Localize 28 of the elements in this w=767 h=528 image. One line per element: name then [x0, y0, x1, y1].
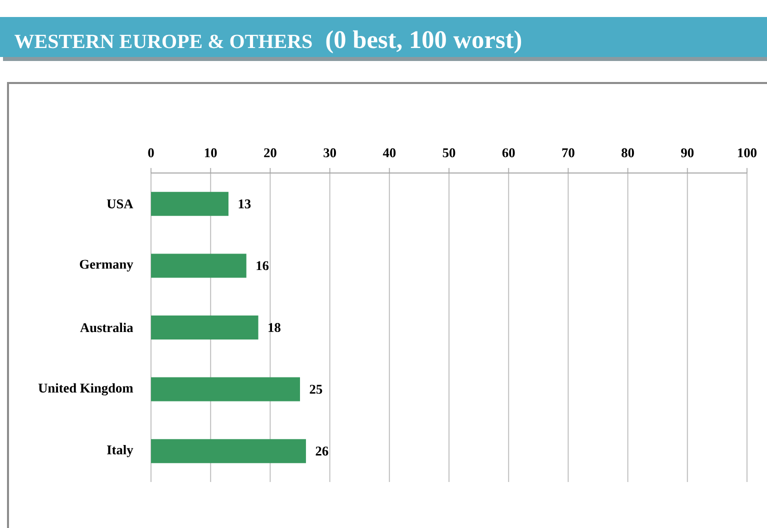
data-label: 18 — [268, 323, 280, 332]
x-tick-label: 10 — [205, 148, 217, 158]
y-tick-label: USA — [106, 199, 134, 208]
x-tick-label: 20 — [264, 148, 276, 158]
x-tick-label: 0 — [148, 148, 154, 158]
chart-title: WESTERN EUROPE & OTHERS — [14, 34, 312, 48]
x-tick-label: 50 — [442, 148, 456, 158]
x-tick-label: 70 — [562, 148, 574, 158]
x-tick-label: 60 — [502, 148, 515, 158]
bar — [151, 377, 300, 402]
data-label: 13 — [238, 199, 251, 208]
y-tick-label: Germany — [80, 260, 134, 272]
y-tick-label: United Kingdom — [38, 383, 134, 396]
data-label: 25 — [310, 384, 322, 394]
y-tick-label: Italy — [107, 445, 134, 458]
data-label: 26 — [316, 446, 328, 456]
chart-subtitle: (0 best, 100 worst) — [326, 30, 522, 54]
x-tick-label: 30 — [324, 148, 336, 158]
bar — [151, 439, 306, 464]
x-tick-label: 100 — [738, 148, 757, 158]
y-tick-label: Australia — [80, 322, 134, 332]
x-tick-label: 90 — [681, 148, 694, 158]
data-label: 16 — [256, 261, 269, 270]
x-tick-label: 80 — [622, 148, 634, 158]
bar — [151, 254, 246, 278]
x-tick-label: 40 — [382, 148, 396, 158]
bar — [151, 315, 258, 340]
bar — [151, 192, 228, 216]
